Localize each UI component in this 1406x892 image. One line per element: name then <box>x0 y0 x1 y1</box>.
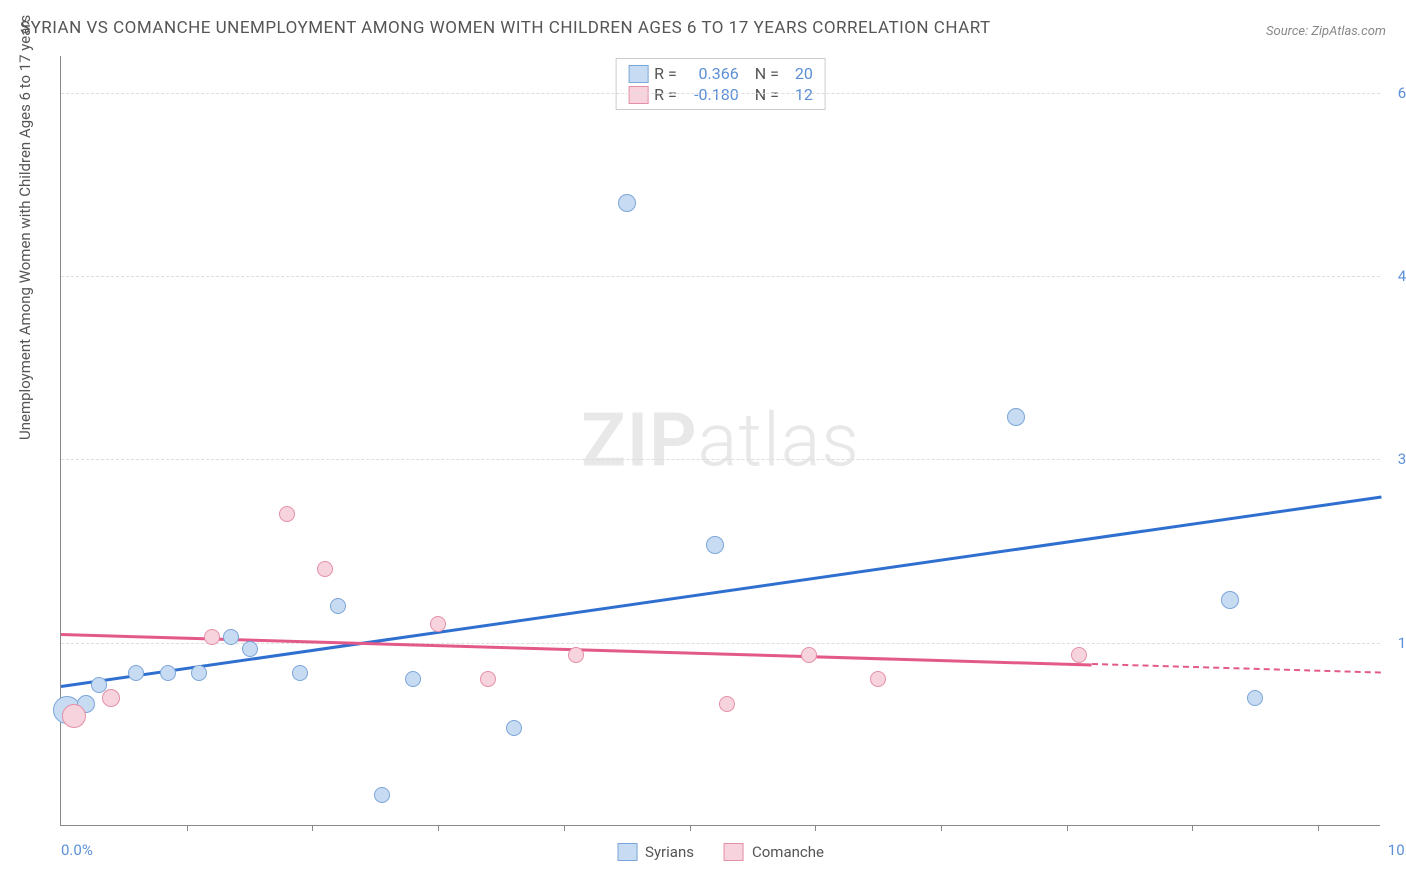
watermark-zip: ZIP <box>581 397 698 484</box>
gridline <box>61 459 1380 460</box>
data-point <box>618 194 636 212</box>
data-point <box>568 647 584 663</box>
data-point <box>1247 690 1263 706</box>
data-point <box>191 665 207 681</box>
x-tick-mark <box>1192 825 1193 831</box>
legend-r-label: R = <box>654 85 677 104</box>
page-title: SYRIAN VS COMANCHE UNEMPLOYMENT AMONG WO… <box>20 18 991 38</box>
trend-line <box>61 496 1381 688</box>
legend-label: Syrians <box>645 843 694 861</box>
x-tick-mark <box>564 825 565 831</box>
data-point <box>330 598 346 614</box>
legend-item: Comanche <box>724 843 824 861</box>
data-point <box>102 689 120 707</box>
data-point <box>405 671 421 687</box>
data-point <box>279 506 295 522</box>
correlation-legend: R = 0.366 N = 20 R = -0.180 N = 12 <box>615 58 826 110</box>
legend-r-value: 0.366 <box>683 64 739 83</box>
x-tick-mark <box>815 825 816 831</box>
legend-n-label: N = <box>755 64 779 83</box>
legend-n-value: 12 <box>785 85 813 104</box>
data-point <box>1221 591 1239 609</box>
x-tick-mark <box>438 825 439 831</box>
x-tick-mark <box>1067 825 1068 831</box>
data-point <box>128 665 144 681</box>
data-point <box>374 787 390 803</box>
series-legend: Syrians Comanche <box>617 843 824 861</box>
data-point <box>204 629 220 645</box>
x-tick-mark <box>690 825 691 831</box>
gridline <box>61 276 1380 277</box>
data-point <box>801 647 817 663</box>
legend-row: R = 0.366 N = 20 <box>618 63 823 84</box>
y-tick-label: 45.0% <box>1388 267 1406 285</box>
gridline <box>61 643 1380 644</box>
data-point <box>242 641 258 657</box>
data-point <box>706 536 724 554</box>
data-point <box>1071 647 1087 663</box>
y-tick-label: 15.0% <box>1388 634 1406 652</box>
data-point <box>160 665 176 681</box>
legend-n-value: 20 <box>785 64 813 83</box>
legend-swatch <box>724 843 744 861</box>
x-tick-label: 10.0% <box>1388 841 1406 859</box>
x-tick-mark <box>312 825 313 831</box>
data-point <box>292 665 308 681</box>
data-point <box>506 720 522 736</box>
watermark-atlas: atlas <box>698 397 860 484</box>
plot-area: ZIPatlas R =0.366N =20R =-0.180N =12 Syr… <box>60 56 1380 826</box>
legend-label: Comanche <box>752 843 824 861</box>
data-point <box>62 704 86 728</box>
data-point <box>223 629 239 645</box>
y-axis-label: Unemployment Among Women with Children A… <box>16 15 34 440</box>
x-tick-mark <box>187 825 188 831</box>
data-point <box>317 561 333 577</box>
legend-swatch <box>628 86 648 104</box>
gridline <box>61 93 1380 94</box>
legend-swatch <box>617 843 637 861</box>
x-tick-mark <box>1318 825 1319 831</box>
x-tick-label: 0.0% <box>61 841 93 859</box>
legend-item: Syrians <box>617 843 694 861</box>
trend-line-dashed <box>1092 663 1381 674</box>
data-point <box>480 671 496 687</box>
y-tick-label: 60.0% <box>1388 84 1406 102</box>
data-point <box>719 696 735 712</box>
x-tick-mark <box>941 825 942 831</box>
legend-r-label: R = <box>654 64 677 83</box>
source-attribution: Source: ZipAtlas.com <box>1266 24 1386 39</box>
data-point <box>870 671 886 687</box>
legend-n-label: N = <box>755 85 779 104</box>
legend-swatch <box>628 65 648 83</box>
data-point <box>430 616 446 632</box>
y-tick-label: 30.0% <box>1388 450 1406 468</box>
legend-row: R = -0.180 N = 12 <box>618 84 823 105</box>
legend-r-value: -0.180 <box>683 85 739 104</box>
data-point <box>1007 408 1025 426</box>
watermark: ZIPatlas <box>581 397 860 484</box>
